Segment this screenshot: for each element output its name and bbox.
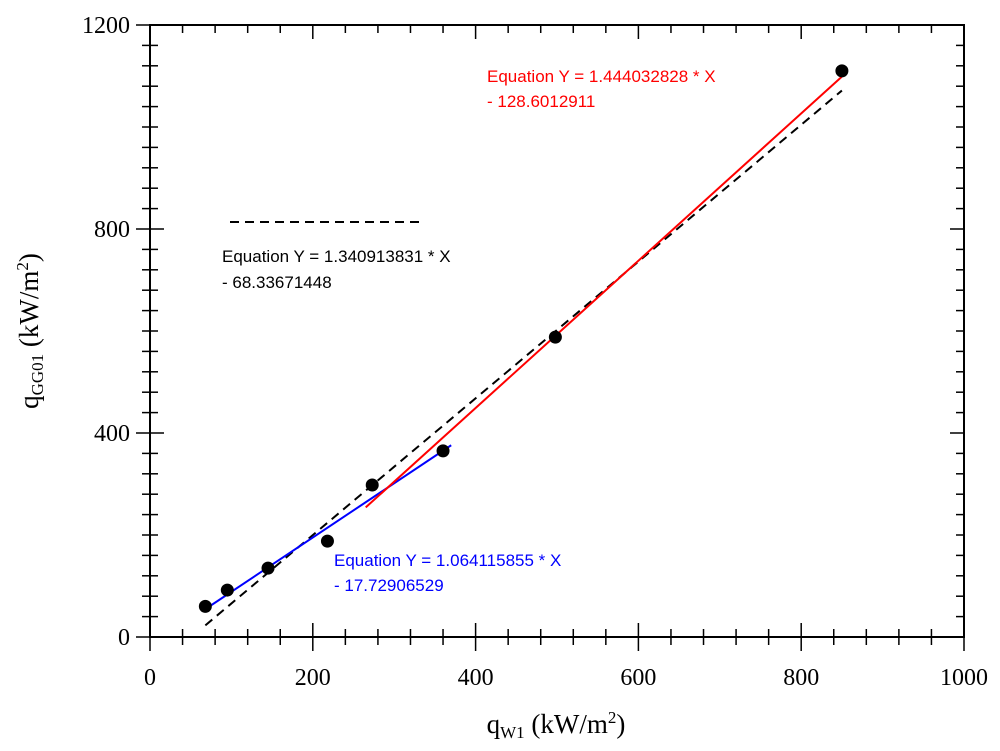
y-tick-label: 400 [94, 421, 130, 447]
y-tick-label: 800 [94, 217, 130, 243]
eq-low-line1: Equation Y = 1.064115855 * X [334, 551, 561, 570]
x-axis-title-sup: 2 [608, 708, 617, 727]
x-tick-label: 200 [295, 665, 331, 691]
data-point [436, 444, 450, 458]
x-tick-label: 800 [783, 665, 819, 691]
data-points [198, 64, 849, 613]
data-point [198, 599, 212, 613]
x-tick-label: 0 [144, 665, 156, 691]
x-axis-title: qW1 (kW/m2) [487, 708, 626, 742]
data-point [261, 561, 275, 575]
x-axis-title-close: ) [616, 709, 625, 739]
fit-line-high [365, 75, 843, 509]
data-point [548, 330, 562, 344]
fit-line-low [204, 444, 452, 610]
axis-ticks: 0 200 400 600 800 1000 0 400 800 1200 [82, 13, 988, 691]
data-point [320, 534, 334, 548]
fit-line-overall [204, 89, 843, 627]
y-axis-title-sup: 2 [13, 262, 32, 271]
data-point [220, 583, 234, 597]
y-axis-title-sub: GG01 [28, 354, 47, 396]
eq-low-line2: - 17.72906529 [334, 576, 444, 595]
fit-lines [204, 75, 843, 627]
y-axis-title-units: (kW/m [14, 271, 44, 354]
x-tick-label: 400 [458, 665, 494, 691]
x-axis-title-units: (kW/m [525, 709, 608, 739]
x-tick-label: 600 [620, 665, 656, 691]
eq-overall-line1: Equation Y = 1.340913831 * X [222, 247, 451, 266]
data-point [365, 478, 379, 492]
y-axis-title-main: q [14, 395, 44, 409]
eq-high-line1: Equation Y = 1.444032828 * X [487, 67, 716, 86]
x-axis-title-sub: W1 [500, 723, 525, 742]
y-axis-title: qGG01 (kW/m2) [13, 253, 47, 409]
eq-overall-line2: - 68.33671448 [222, 273, 332, 292]
y-tick-label: 1200 [82, 13, 130, 39]
y-axis-title-close: ) [14, 253, 44, 262]
x-tick-label: 1000 [940, 665, 988, 691]
y-tick-label: 0 [118, 625, 130, 651]
eq-high-line2: - 128.6012911 [487, 92, 595, 111]
data-point [835, 64, 849, 78]
x-axis-title-main: q [487, 709, 501, 739]
